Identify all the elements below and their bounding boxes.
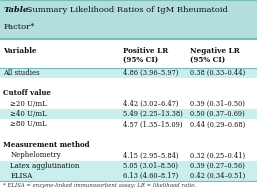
Text: 4.86 (3.96–5.97): 4.86 (3.96–5.97) <box>123 69 179 77</box>
Text: ≥80 U/mL: ≥80 U/mL <box>10 121 47 128</box>
Text: Cutoff value: Cutoff value <box>3 89 51 97</box>
Text: Variable: Variable <box>3 47 36 55</box>
Text: 4.42 (3.02–6.47): 4.42 (3.02–6.47) <box>123 100 179 108</box>
Text: Table.: Table. <box>4 6 32 14</box>
Text: Positive LR
(95% CI): Positive LR (95% CI) <box>123 47 169 64</box>
Text: 5.05 (3.01–8.50): 5.05 (3.01–8.50) <box>123 162 178 170</box>
Text: 0.42 (0.34–0.51): 0.42 (0.34–0.51) <box>190 172 245 180</box>
Text: ELISA: ELISA <box>10 172 33 180</box>
Bar <box>0 68 257 78</box>
Text: All studies: All studies <box>3 69 39 77</box>
Bar <box>0 0 257 39</box>
Text: ≥20 U/mL: ≥20 U/mL <box>10 100 47 108</box>
Text: 0.39 (0.31–0.50): 0.39 (0.31–0.50) <box>190 100 245 108</box>
Text: 4.15 (2.95–5.84): 4.15 (2.95–5.84) <box>123 152 179 160</box>
Text: Factor*: Factor* <box>4 23 35 31</box>
Text: 0.50 (0.37–0.69): 0.50 (0.37–0.69) <box>190 110 245 118</box>
Text: 0.39 (0.27–0.56): 0.39 (0.27–0.56) <box>190 162 245 170</box>
Text: Latex agglutination: Latex agglutination <box>10 162 80 170</box>
Bar <box>0 161 257 171</box>
Text: Negative LR
(95% CI): Negative LR (95% CI) <box>190 47 240 64</box>
Text: ≥40 U/mL: ≥40 U/mL <box>10 110 47 118</box>
Text: 6.13 (4.60–8.17): 6.13 (4.60–8.17) <box>123 172 179 180</box>
Bar <box>0 171 257 181</box>
Text: 0.44 (0.29–0.68): 0.44 (0.29–0.68) <box>190 121 245 128</box>
Text: 5.49 (2.25–13.38): 5.49 (2.25–13.38) <box>123 110 183 118</box>
Text: Nephelometry: Nephelometry <box>10 152 61 160</box>
Text: Measurement method: Measurement method <box>3 141 89 149</box>
Text: 0.32 (0.25–0.41): 0.32 (0.25–0.41) <box>190 152 245 160</box>
Text: 0.38 (0.33–0.44): 0.38 (0.33–0.44) <box>190 69 245 77</box>
Bar <box>0 109 257 119</box>
Text: Summary Likelihood Ratios of IgM Rheumatoid: Summary Likelihood Ratios of IgM Rheumat… <box>24 6 227 14</box>
Text: 4.57 (1.35–15.09): 4.57 (1.35–15.09) <box>123 121 183 128</box>
Text: * ELISA = enzyme-linked immunosorbent assay; LR = likelihood ratio.: * ELISA = enzyme-linked immunosorbent as… <box>3 183 196 188</box>
